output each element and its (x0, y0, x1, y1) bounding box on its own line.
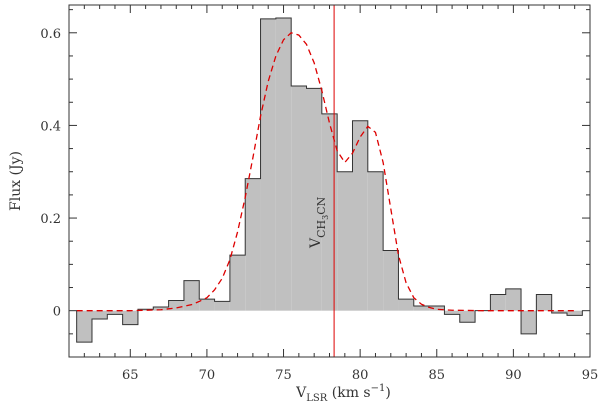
histogram-bar (122, 310, 138, 325)
x-tick-label: 85 (428, 368, 445, 383)
histogram-bar (183, 280, 200, 311)
histogram-bar (199, 299, 215, 311)
axis-ticks: 65 70 75 80 85 90 95 0 0.2 0.4 0.6 (40, 5, 598, 383)
histogram-bar (536, 294, 552, 311)
histogram-bar (413, 306, 430, 311)
histogram-bar (459, 310, 476, 323)
histogram-bar (352, 120, 368, 311)
x-tick-label: 65 (122, 368, 139, 383)
histogram-bar (551, 310, 568, 313)
histogram-bar (137, 309, 154, 311)
systemic-velocity-label-text: VCH3CN (308, 196, 330, 249)
histogram-bar (398, 299, 414, 311)
histogram-bar (153, 306, 169, 311)
histogram-bars (76, 17, 583, 343)
histogram-bar (367, 171, 384, 311)
histogram-bar (567, 310, 583, 316)
histogram-bar (214, 301, 230, 311)
histogram-bar (306, 88, 322, 311)
x-tick-label: 90 (505, 368, 522, 383)
histogram-bar (91, 310, 108, 320)
histogram-bar (229, 255, 246, 311)
histogram-bar (168, 300, 184, 311)
histogram-bar (321, 113, 338, 311)
histogram-bar (107, 310, 123, 315)
y-tick-label: 0.4 (40, 119, 61, 134)
histogram-bar (490, 294, 506, 311)
y-axis-label-text: Flux (Jy) (8, 151, 24, 211)
x-tick-label: 80 (352, 368, 369, 383)
histogram-bar (260, 18, 276, 311)
y-tick-label: 0.6 (40, 27, 61, 42)
y-axis-label: Flux (Jy) (8, 151, 24, 211)
histogram-bar (76, 310, 92, 343)
histogram-bar (383, 250, 399, 311)
x-tick-label: 75 (275, 368, 292, 383)
y-tick-label: 0 (53, 305, 61, 320)
histogram-bar (444, 310, 460, 315)
histogram-bar (275, 17, 292, 311)
histogram-bar (429, 306, 445, 311)
x-axis-label: VLSR (km s−1) (295, 383, 391, 404)
histogram-bar (337, 171, 353, 311)
x-axis-label-text: VLSR (km s−1) (295, 383, 391, 404)
histogram-outline (76, 17, 583, 343)
y-tick-label: 0.2 (40, 212, 61, 227)
histogram-bar (521, 310, 537, 334)
x-tick-label: 95 (582, 368, 599, 383)
histogram-bar (291, 86, 307, 311)
systemic-velocity-label: VCH3CN (308, 196, 330, 249)
x-tick-label: 70 (199, 368, 216, 383)
histogram-bar (505, 288, 522, 311)
histogram-bar (245, 178, 261, 311)
